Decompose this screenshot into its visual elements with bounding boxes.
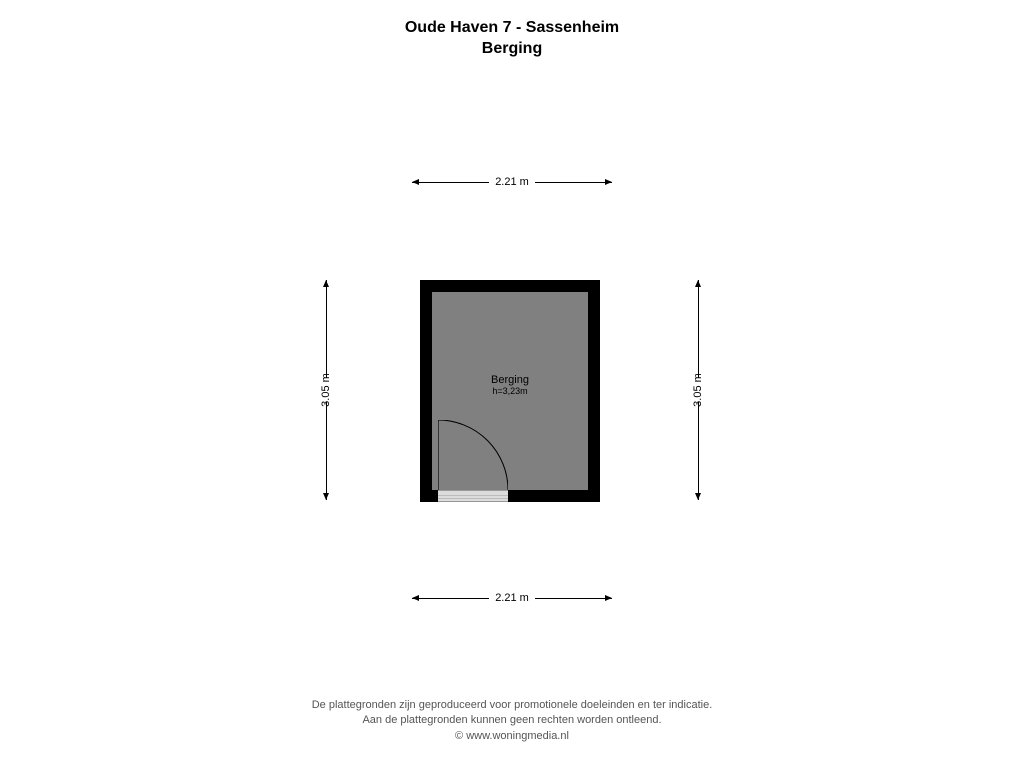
wall-left [420, 280, 432, 502]
wall-right [588, 280, 600, 502]
footer-line-2: Aan de plattegronden kunnen geen rechten… [0, 713, 1024, 728]
dimension-right: 3.05 m [686, 280, 710, 500]
dimension-arrow-up-icon [326, 280, 327, 378]
room-name: Berging [432, 374, 588, 386]
header: Oude Haven 7 - Sassenheim Berging [0, 18, 1024, 60]
footer: De plattegronden zijn geproduceerd voor … [0, 698, 1024, 744]
page-title: Oude Haven 7 - Sassenheim [0, 18, 1024, 39]
room-label-group: Berging h=3,23m [432, 374, 588, 396]
dimension-arrow-down-icon [698, 402, 699, 500]
dimension-top: 2.21 m [412, 170, 612, 194]
dimension-top-label: 2.21 m [489, 176, 535, 188]
dimension-arrow-right-icon [535, 182, 612, 183]
dimension-arrow-right-icon [535, 598, 612, 599]
floorplan-canvas: 2.21 m 2.21 m 3.05 m 3.05 m Berging h=3,… [300, 170, 724, 610]
wall-bottom-right [508, 490, 600, 502]
dimension-arrow-down-icon [326, 402, 327, 500]
wall-bottom-left [420, 490, 438, 502]
footer-line-1: De plattegronden zijn geproduceerd voor … [0, 698, 1024, 713]
dimension-left: 3.05 m [314, 280, 338, 500]
dimension-arrow-left-icon [412, 182, 489, 183]
page-subtitle: Berging [0, 39, 1024, 60]
footer-line-3: © www.woningmedia.nl [0, 729, 1024, 744]
door-threshold [438, 490, 508, 502]
room-ceiling-height: h=3,23m [432, 386, 588, 396]
dimension-arrow-up-icon [698, 280, 699, 378]
room: Berging h=3,23m [420, 280, 600, 502]
dimension-bottom: 2.21 m [412, 586, 612, 610]
dimension-bottom-label: 2.21 m [489, 592, 535, 604]
wall-top [420, 280, 600, 292]
dimension-arrow-left-icon [412, 598, 489, 599]
